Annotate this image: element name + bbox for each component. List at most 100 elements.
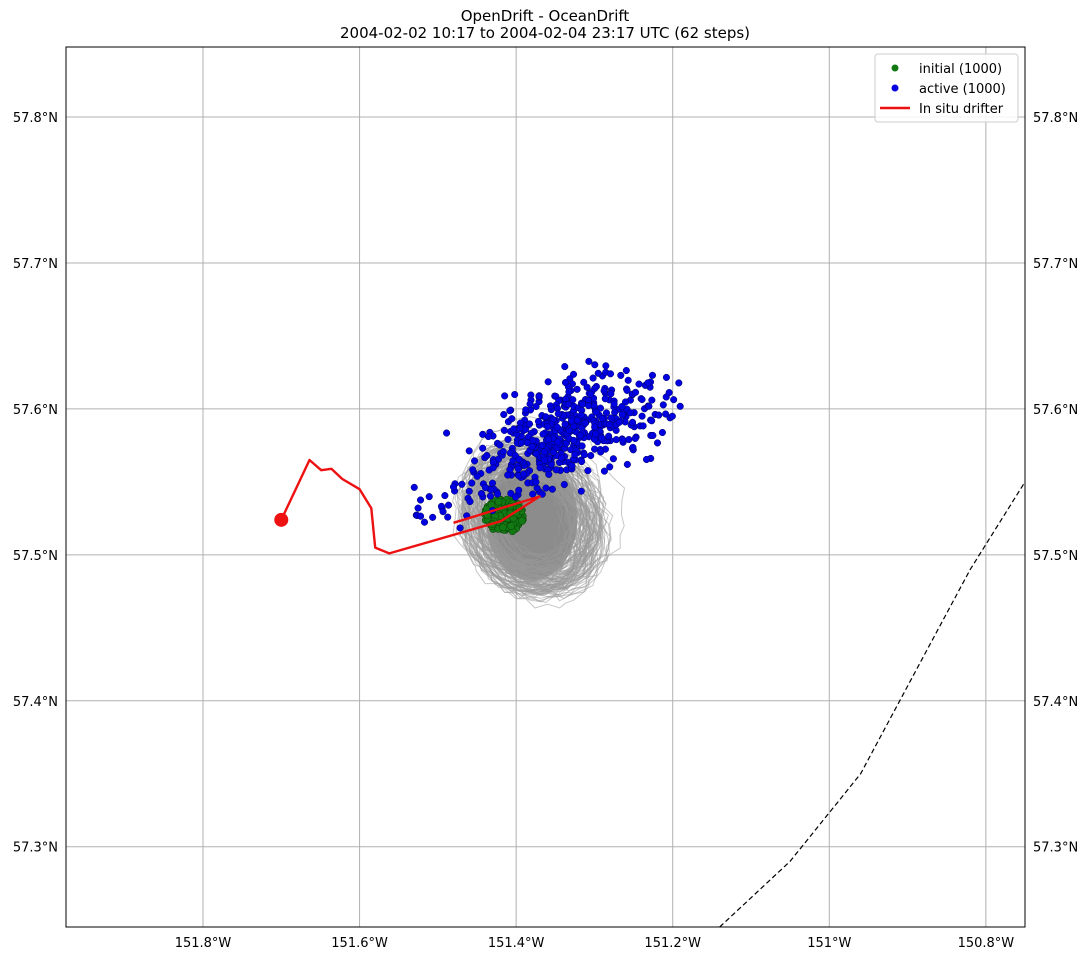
- active-particle: [618, 411, 626, 419]
- active-particle: [522, 406, 530, 414]
- active-particle: [576, 432, 584, 440]
- initial-particle: [499, 523, 507, 532]
- active-particle: [615, 418, 623, 426]
- active-particle: [544, 423, 552, 431]
- active-particle: [523, 439, 531, 447]
- active-particle: [638, 395, 646, 404]
- active-particle: [635, 380, 643, 388]
- active-particle: [554, 438, 562, 446]
- boundary-line: [719, 481, 1025, 927]
- active-particle: [525, 420, 534, 428]
- active-particle: [612, 436, 620, 444]
- active-particle: [662, 373, 670, 381]
- active-particle: [441, 492, 449, 500]
- active-particles: [410, 357, 684, 532]
- active-particle: [644, 379, 652, 387]
- legend-marker: [891, 64, 899, 72]
- legend-marker: [891, 84, 899, 92]
- initial-particle: [518, 517, 527, 525]
- active-particle: [655, 411, 663, 419]
- active-particle: [544, 378, 552, 386]
- active-particle: [607, 390, 615, 398]
- active-particle: [504, 471, 512, 479]
- active-particle: [601, 395, 609, 403]
- drifter-track: [280, 458, 541, 555]
- active-particle: [606, 463, 614, 471]
- active-particle: [511, 390, 519, 399]
- active-particle: [642, 455, 651, 464]
- active-particle: [622, 366, 630, 375]
- active-particle: [653, 439, 662, 447]
- active-particle: [466, 497, 474, 506]
- active-particle: [592, 430, 600, 438]
- active-particle: [548, 485, 556, 493]
- active-particle: [533, 484, 541, 492]
- active-particle: [477, 490, 486, 498]
- active-particle: [417, 512, 425, 520]
- active-particle: [629, 443, 637, 451]
- active-particle: [587, 452, 595, 460]
- active-particle: [552, 466, 560, 474]
- active-particle: [645, 402, 653, 410]
- y-tick-label-left: 57.6°N: [13, 403, 58, 418]
- active-particle: [507, 489, 515, 497]
- active-particle: [675, 379, 683, 387]
- y-tick-label-left: 57.3°N: [13, 841, 58, 856]
- legend: initial (1000) active (1000) In situ drift…: [874, 53, 1019, 123]
- active-particle: [506, 407, 514, 415]
- active-particle: [598, 434, 606, 442]
- active-particle: [471, 457, 479, 465]
- plot-frame: [65, 46, 1026, 928]
- active-particle: [610, 400, 618, 408]
- trajectory-path: [472, 474, 575, 568]
- active-particle: [648, 417, 656, 425]
- y-tick-label-right: 57.6°N: [1033, 403, 1078, 418]
- active-particle: [558, 454, 566, 462]
- active-particle: [449, 483, 458, 491]
- active-particle: [549, 448, 557, 456]
- active-particle: [410, 483, 418, 491]
- active-particle: [511, 493, 520, 501]
- active-particle: [602, 362, 610, 370]
- x-tick-label: 151.8°W: [175, 936, 232, 951]
- y-tick-label-right: 57.7°N: [1033, 257, 1078, 272]
- active-particle: [425, 493, 433, 501]
- active-particle: [585, 402, 593, 410]
- active-particle: [658, 428, 666, 437]
- active-particle: [623, 386, 631, 394]
- active-particle: [617, 371, 625, 379]
- active-particle: [488, 479, 497, 487]
- active-particle: [619, 436, 627, 444]
- active-particle: [668, 412, 676, 420]
- active-particle: [560, 480, 568, 489]
- active-particle: [631, 434, 639, 443]
- drifter-start-marker: [274, 512, 289, 527]
- active-particle: [539, 430, 547, 438]
- active-particle: [573, 385, 581, 393]
- active-particle: [553, 423, 561, 431]
- active-particle: [596, 404, 605, 412]
- active-particle: [609, 455, 617, 463]
- active-particle: [443, 429, 451, 437]
- active-particle: [540, 456, 548, 464]
- active-particle: [529, 490, 537, 498]
- active-particle: [515, 486, 523, 494]
- active-particle: [561, 420, 569, 428]
- active-particle: [569, 396, 577, 404]
- y-tick-label-left: 57.7°N: [13, 257, 58, 272]
- active-particle: [648, 371, 657, 379]
- y-tick-label-right: 57.8°N: [1033, 111, 1078, 126]
- active-particle: [499, 448, 507, 456]
- x-tick-label: 151.2°W: [644, 936, 701, 951]
- legend-box: [874, 53, 1019, 123]
- active-particle: [517, 439, 525, 447]
- y-tick-label-right: 57.3°N: [1033, 841, 1078, 856]
- axis-ticks: 151.8°W 151.6°W 151.4°W 151.2°W 151°W 150.8°W…: [13, 111, 1078, 951]
- active-particle: [481, 483, 489, 492]
- initial-particle: [507, 522, 515, 530]
- y-tick-label-left: 57.8°N: [13, 111, 58, 126]
- active-particle: [571, 451, 579, 459]
- active-particle: [508, 415, 516, 423]
- active-particle: [500, 410, 508, 419]
